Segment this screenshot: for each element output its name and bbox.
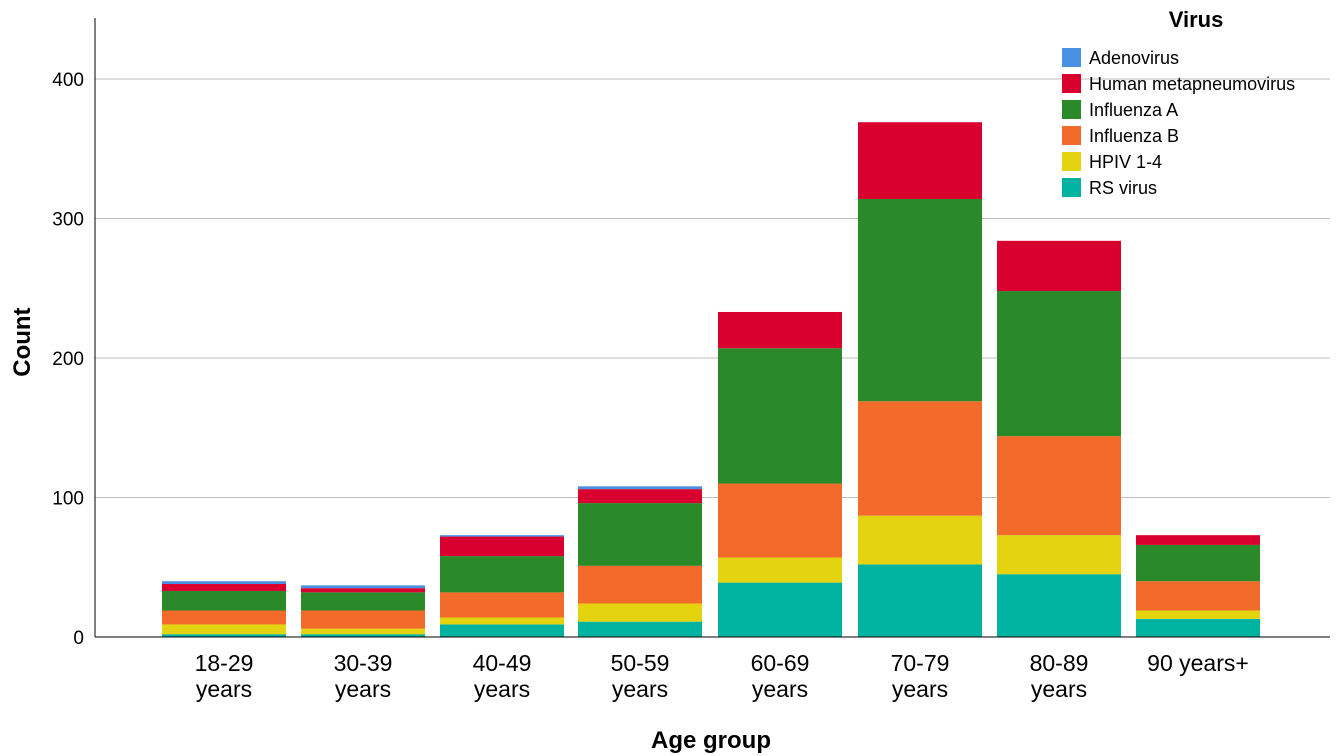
bars [162,122,1260,637]
y-tick-label: 0 [73,628,84,649]
bar-segment [162,590,286,611]
y-tick-label: 200 [52,349,84,370]
bar-segment [162,624,286,635]
bar-segment [162,610,286,625]
bar-segment [301,592,425,611]
bar-segment [997,240,1121,292]
bar-segment [858,515,982,565]
bar-segment [440,592,564,618]
bar-segment [1136,581,1260,611]
x-tick-label: 40-49 years [473,650,532,702]
bar-segment [301,585,425,589]
legend-label: RS virus [1089,178,1157,198]
bar-segment [162,581,286,584]
bar-segment [301,588,425,593]
bar-segment [858,564,982,637]
bar-segment [997,574,1121,637]
bar-segment [997,291,1121,437]
legend-title: Virus [1169,7,1224,32]
x-tick-label: 30-39 years [334,650,393,702]
bar-segment [718,483,842,558]
bar-segment [440,536,564,557]
bar-segment [718,348,842,484]
bar-segment [1136,610,1260,619]
y-tick-label: 400 [52,70,84,91]
x-tick-labels: 18-29 years 30-39 years 40-49 years 50-59 years… [195,650,1249,702]
bar-segment [718,557,842,583]
bar-segment [718,582,842,637]
bar-segment [997,436,1121,536]
x-axis-title: Age group [651,727,771,754]
y-axis-title: Count [9,307,36,376]
legend-label: Adenovirus [1089,48,1179,68]
bar-segment [440,556,564,593]
legend-swatch [1062,74,1081,93]
legend-label: HPIV 1-4 [1089,152,1162,172]
x-tick-label: 60-69 years [751,650,810,702]
bar-segment [1136,535,1260,545]
bar-segment [997,535,1121,575]
bar-segment [1136,618,1260,637]
legend: Virus Adenovirus Human metapneumovirus Inf… [1062,7,1295,198]
y-tick-label: 300 [52,210,84,231]
bar-segment [718,311,842,349]
legend-swatch [1062,126,1081,145]
x-tick-label: 50-59 years [611,650,670,702]
bar-segment [301,610,425,629]
legend-label: Human metapneumovirus [1089,74,1295,94]
bar-segment [440,624,564,637]
bar-segment [578,621,702,637]
bar-segment [162,583,286,591]
x-tick-label: 70-79 years [891,650,950,702]
bar-segment [1136,544,1260,582]
legend-label: Influenza B [1089,126,1179,146]
x-tick-label: 18-29 years [195,650,254,702]
bar-segment [858,122,982,199]
bar-segment [440,617,564,625]
legend-swatch [1062,178,1081,197]
y-tick-labels: 0 100 200 300 400 [52,70,84,649]
bar-segment [301,628,425,635]
bar-segment [578,565,702,604]
bar-segment [858,198,982,402]
legend-swatch [1062,152,1081,171]
bar-segment [440,535,564,537]
bar-segment [858,401,982,516]
bar-segment [578,489,702,504]
bar-segment [578,503,702,566]
x-tick-label: 90 years+ [1147,650,1249,676]
legend-label: Influenza A [1089,100,1178,120]
bar-segment [578,486,702,490]
legend-swatch [1062,48,1081,67]
axes [94,18,1330,638]
bar-segment [301,634,425,637]
y-tick-label: 100 [52,489,84,510]
bar-segment [162,634,286,637]
x-tick-label: 80-89 years [1030,650,1089,702]
grid-lines [95,78,1330,498]
bar-segment [578,603,702,622]
legend-swatch [1062,100,1081,119]
